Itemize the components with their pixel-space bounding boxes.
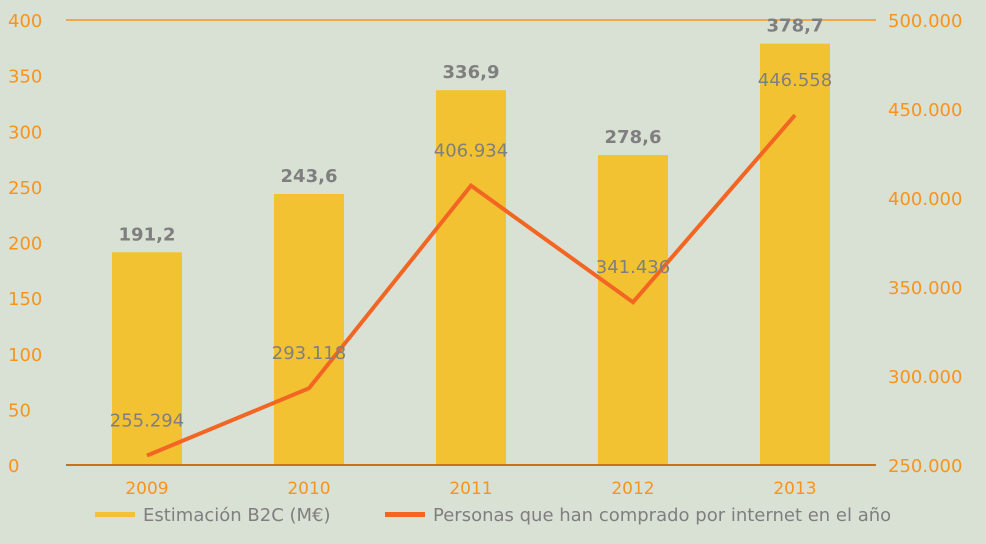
y2-tick-label: 500.000 bbox=[888, 11, 962, 32]
legend-swatch bbox=[95, 512, 135, 517]
bar bbox=[760, 43, 830, 465]
line-value-label: 255.294 bbox=[110, 411, 184, 432]
bar-value-label: 278,6 bbox=[605, 127, 662, 148]
bar-value-label: 378,7 bbox=[767, 16, 824, 37]
bar bbox=[112, 252, 182, 465]
line bbox=[146, 113, 797, 458]
line-value-label: 293.118 bbox=[272, 343, 346, 364]
bar-value-label: 336,9 bbox=[443, 62, 500, 83]
y-tick-label: 0 bbox=[8, 456, 19, 477]
bar bbox=[436, 90, 506, 465]
y-tick-label: 350 bbox=[8, 67, 42, 88]
bar bbox=[274, 193, 344, 465]
y2-tick-label: 400.000 bbox=[888, 189, 962, 210]
x-tick-label: 2013 bbox=[773, 479, 816, 499]
bar bbox=[598, 155, 668, 465]
line-value-label: 406.934 bbox=[434, 141, 508, 162]
y-tick-label: 200 bbox=[8, 234, 42, 255]
legend-swatch bbox=[385, 512, 425, 517]
line-value-label: 446.558 bbox=[758, 70, 832, 91]
y-tick-label: 150 bbox=[8, 289, 42, 310]
y-tick-label: 300 bbox=[8, 122, 42, 143]
legend-label: Personas que han comprado por internet e… bbox=[433, 505, 891, 526]
y-tick-label: 50 bbox=[8, 400, 31, 421]
y2-tick-label: 350.000 bbox=[888, 278, 962, 299]
y-tick-label: 250 bbox=[8, 178, 42, 199]
bar-value-label: 243,6 bbox=[281, 166, 338, 187]
x-tick-label: 2011 bbox=[449, 479, 492, 499]
legend-label: Estimación B2C (M€) bbox=[143, 505, 331, 526]
y-tick-label: 400 bbox=[8, 11, 42, 32]
bar-value-label: 191,2 bbox=[119, 224, 176, 245]
line-value-label: 341.436 bbox=[596, 257, 670, 278]
x-tick-label: 2012 bbox=[611, 479, 654, 499]
y2-tick-label: 300.000 bbox=[888, 367, 962, 388]
y2-tick-label: 450.000 bbox=[888, 100, 962, 121]
y2-tick-label: 250.000 bbox=[888, 456, 962, 477]
x-tick-label: 2010 bbox=[287, 479, 330, 499]
x-tick-label: 2009 bbox=[125, 479, 168, 499]
y-tick-label: 100 bbox=[8, 345, 42, 366]
